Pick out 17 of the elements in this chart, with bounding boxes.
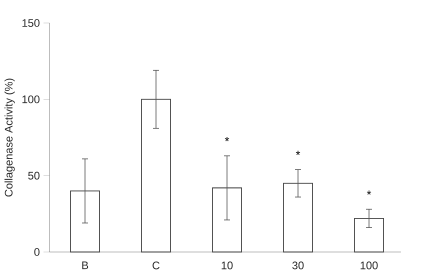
x-tick-label: 30	[292, 262, 304, 270]
y-tick-label: 0	[34, 248, 40, 256]
bar	[141, 98, 171, 252]
y-axis-title: Collagenase Activity (%)	[4, 78, 15, 197]
x-tick-label: 100	[360, 262, 378, 270]
bar	[283, 182, 313, 252]
annotation: *	[224, 137, 230, 142]
bar	[354, 218, 384, 252]
y-tick-label: 150	[22, 19, 40, 27]
annotation: *	[366, 190, 372, 195]
x-tick-label: B	[82, 262, 88, 270]
y-tick-label: 100	[22, 95, 40, 104]
x-tick-label: C	[152, 262, 160, 270]
annotation: *	[296, 150, 300, 155]
x-tick-label: 10	[222, 262, 233, 270]
bar	[212, 187, 242, 252]
y-tick-label: 50	[28, 172, 40, 180]
